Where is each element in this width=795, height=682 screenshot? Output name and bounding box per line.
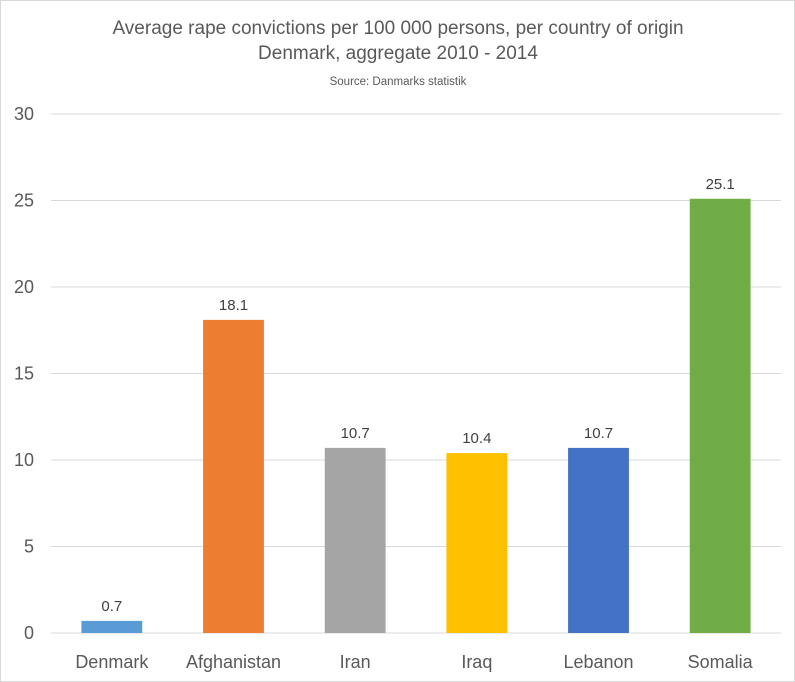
bar-denmark [81,620,143,633]
y-tick-label: 10 [14,450,34,470]
x-tick-label-denmark: Denmark [75,652,149,672]
y-tick-label: 0 [24,623,34,643]
chart-title-line-2: Denmark, aggregate 2010 - 2014 [258,43,538,64]
data-label-lebanon: 10.7 [584,425,613,442]
x-tick-label-afghanistan: Afghanistan [186,652,281,672]
chart-title-line-1: Average rape convictions per 100 000 per… [112,18,683,39]
bar-iran [324,447,386,633]
data-label-iraq: 10.4 [462,430,491,447]
bar-lebanon [568,447,629,633]
data-labels: 0.7 18.1 10.7 10.4 10.7 25.1 [101,176,734,615]
gridlines [51,113,781,634]
data-label-somalia: 25.1 [706,176,735,193]
chart-subtitle: Source: Danmarks statistik [330,76,467,88]
data-label-denmark: 0.7 [101,598,122,615]
y-tick-label: 5 [24,537,34,557]
data-label-afghanistan: 18.1 [219,297,248,314]
y-tick-label: 25 [14,191,34,211]
x-tick-label-lebanon: Lebanon [563,652,633,672]
bar-afghanistan [203,319,264,633]
y-tick-label: 30 [14,104,34,124]
data-label-iran: 10.7 [341,425,370,442]
x-tick-label-iraq: Iraq [461,652,492,672]
bar-somalia [689,198,751,633]
y-tick-label: 20 [14,277,34,297]
x-axis-categories: Denmark Afghanistan Iran Iraq Lebanon Somalia [75,652,753,672]
bars [81,198,751,633]
bar-iraq [446,453,508,633]
y-axis-ticks: 0 5 10 15 20 25 30 [14,104,34,643]
y-tick-label: 15 [14,364,34,384]
x-tick-label-iran: Iran [340,652,371,672]
x-tick-label-somalia: Somalia [688,652,754,672]
